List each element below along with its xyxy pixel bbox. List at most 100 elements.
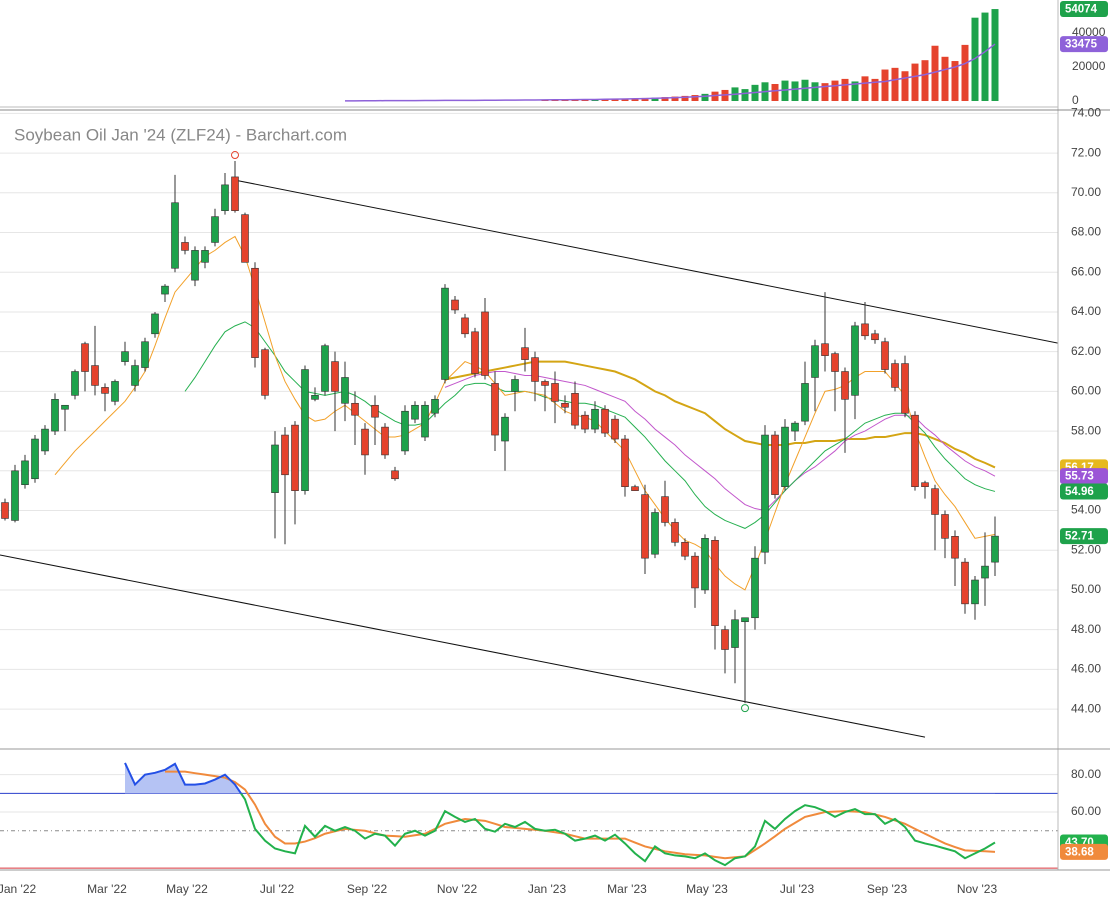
overbought-area — [125, 762, 241, 794]
candle-body — [521, 347, 529, 360]
price-label-box — [1060, 36, 1108, 53]
volume-bar — [771, 83, 779, 101]
volume-bar — [861, 76, 869, 101]
y-tick-label: 68.00 — [1071, 225, 1101, 239]
candle-body — [171, 202, 179, 269]
candle-body — [881, 341, 889, 370]
candle-body — [251, 267, 259, 358]
osc-tick-label: 80.00 — [1071, 767, 1101, 781]
volume-bar — [711, 91, 719, 101]
candle-body — [341, 377, 349, 404]
candle-body — [811, 345, 819, 378]
candle-body — [771, 434, 779, 495]
volume-bar — [701, 93, 709, 101]
volume-bar — [691, 95, 699, 101]
candle-body — [151, 313, 159, 335]
trendline — [0, 554, 926, 738]
volume-bar — [891, 67, 899, 101]
candle-body — [481, 311, 489, 376]
low-marker — [741, 704, 749, 713]
volume-bar — [811, 82, 819, 101]
x-tick-label: Jan '22 — [0, 882, 36, 896]
volume-bar — [821, 83, 829, 101]
y-tick-label: 70.00 — [1071, 185, 1101, 199]
candle-body — [821, 343, 829, 356]
candle-body — [101, 387, 109, 394]
candle-body — [541, 381, 549, 386]
x-tick-label: Jan '23 — [528, 882, 567, 896]
candle-body — [121, 351, 129, 362]
volume-bar — [671, 96, 679, 101]
price-label: 52.71 — [1065, 531, 1094, 543]
candle-body — [371, 404, 379, 418]
candle-body — [431, 399, 439, 414]
candle-body — [581, 414, 589, 430]
candle-body — [261, 349, 269, 396]
chart-title: Soybean Oil Jan '24 (ZLF24) - Barchart.c… — [14, 125, 347, 144]
candle-body — [351, 402, 359, 416]
volume-bar — [541, 100, 549, 101]
candle-body — [391, 470, 399, 480]
candle-body — [561, 402, 569, 408]
candle-body — [971, 579, 979, 605]
candle-body — [361, 428, 369, 456]
candle-body — [181, 242, 189, 251]
fast-line — [239, 793, 996, 867]
price-label-box — [1060, 528, 1108, 545]
candle-body — [801, 383, 809, 422]
x-tick-label: Jul '22 — [260, 882, 295, 896]
candle-body — [201, 250, 209, 263]
candle-body — [671, 522, 679, 543]
x-tick-label: Mar '22 — [87, 882, 127, 896]
candle-body — [571, 393, 579, 426]
candle-body — [901, 363, 909, 414]
candle-body — [631, 486, 639, 491]
volume-bar — [611, 99, 619, 101]
slow-line — [165, 770, 996, 860]
candle-body — [381, 426, 389, 456]
candle-body — [981, 565, 989, 579]
y-tick-label: 54.00 — [1071, 503, 1101, 517]
candle-body — [991, 535, 999, 563]
candle-body — [961, 561, 969, 605]
candle-body — [621, 438, 629, 487]
x-tick-label: Nov '22 — [437, 882, 478, 896]
candle-body — [21, 460, 29, 486]
volume-bar — [741, 89, 749, 101]
volume-bar — [591, 99, 599, 101]
candle-body — [331, 361, 339, 392]
volume-bar — [921, 60, 929, 101]
candle-body — [451, 299, 459, 311]
plot-layer — [0, 9, 1058, 867]
candle-body — [591, 408, 599, 430]
trendline — [234, 179, 1058, 344]
candle-body — [731, 619, 739, 648]
x-tick-label: Nov '23 — [957, 882, 998, 896]
high-marker — [231, 151, 239, 160]
volume-bar — [801, 79, 809, 101]
price-label: 54.96 — [1065, 486, 1094, 498]
candle-body — [11, 470, 19, 521]
volume-bar — [841, 78, 849, 101]
volume-bar — [901, 71, 909, 101]
volume-tick-label: 40000 — [1072, 25, 1106, 39]
candle-body — [501, 416, 509, 442]
volume-bar — [931, 45, 939, 101]
candle-body — [141, 341, 149, 368]
candle-body — [931, 488, 939, 515]
volume-bar — [601, 99, 609, 101]
candle-body — [721, 629, 729, 650]
candle-body — [311, 395, 319, 400]
candle-body — [31, 438, 39, 480]
candle-body — [951, 536, 959, 559]
candle-body — [241, 214, 249, 263]
candle-body — [661, 496, 669, 523]
volume-bar — [681, 95, 689, 101]
candle-body — [401, 410, 409, 452]
candle-body — [711, 540, 719, 626]
volume-bar — [871, 78, 879, 101]
price-label-box — [1060, 843, 1108, 860]
